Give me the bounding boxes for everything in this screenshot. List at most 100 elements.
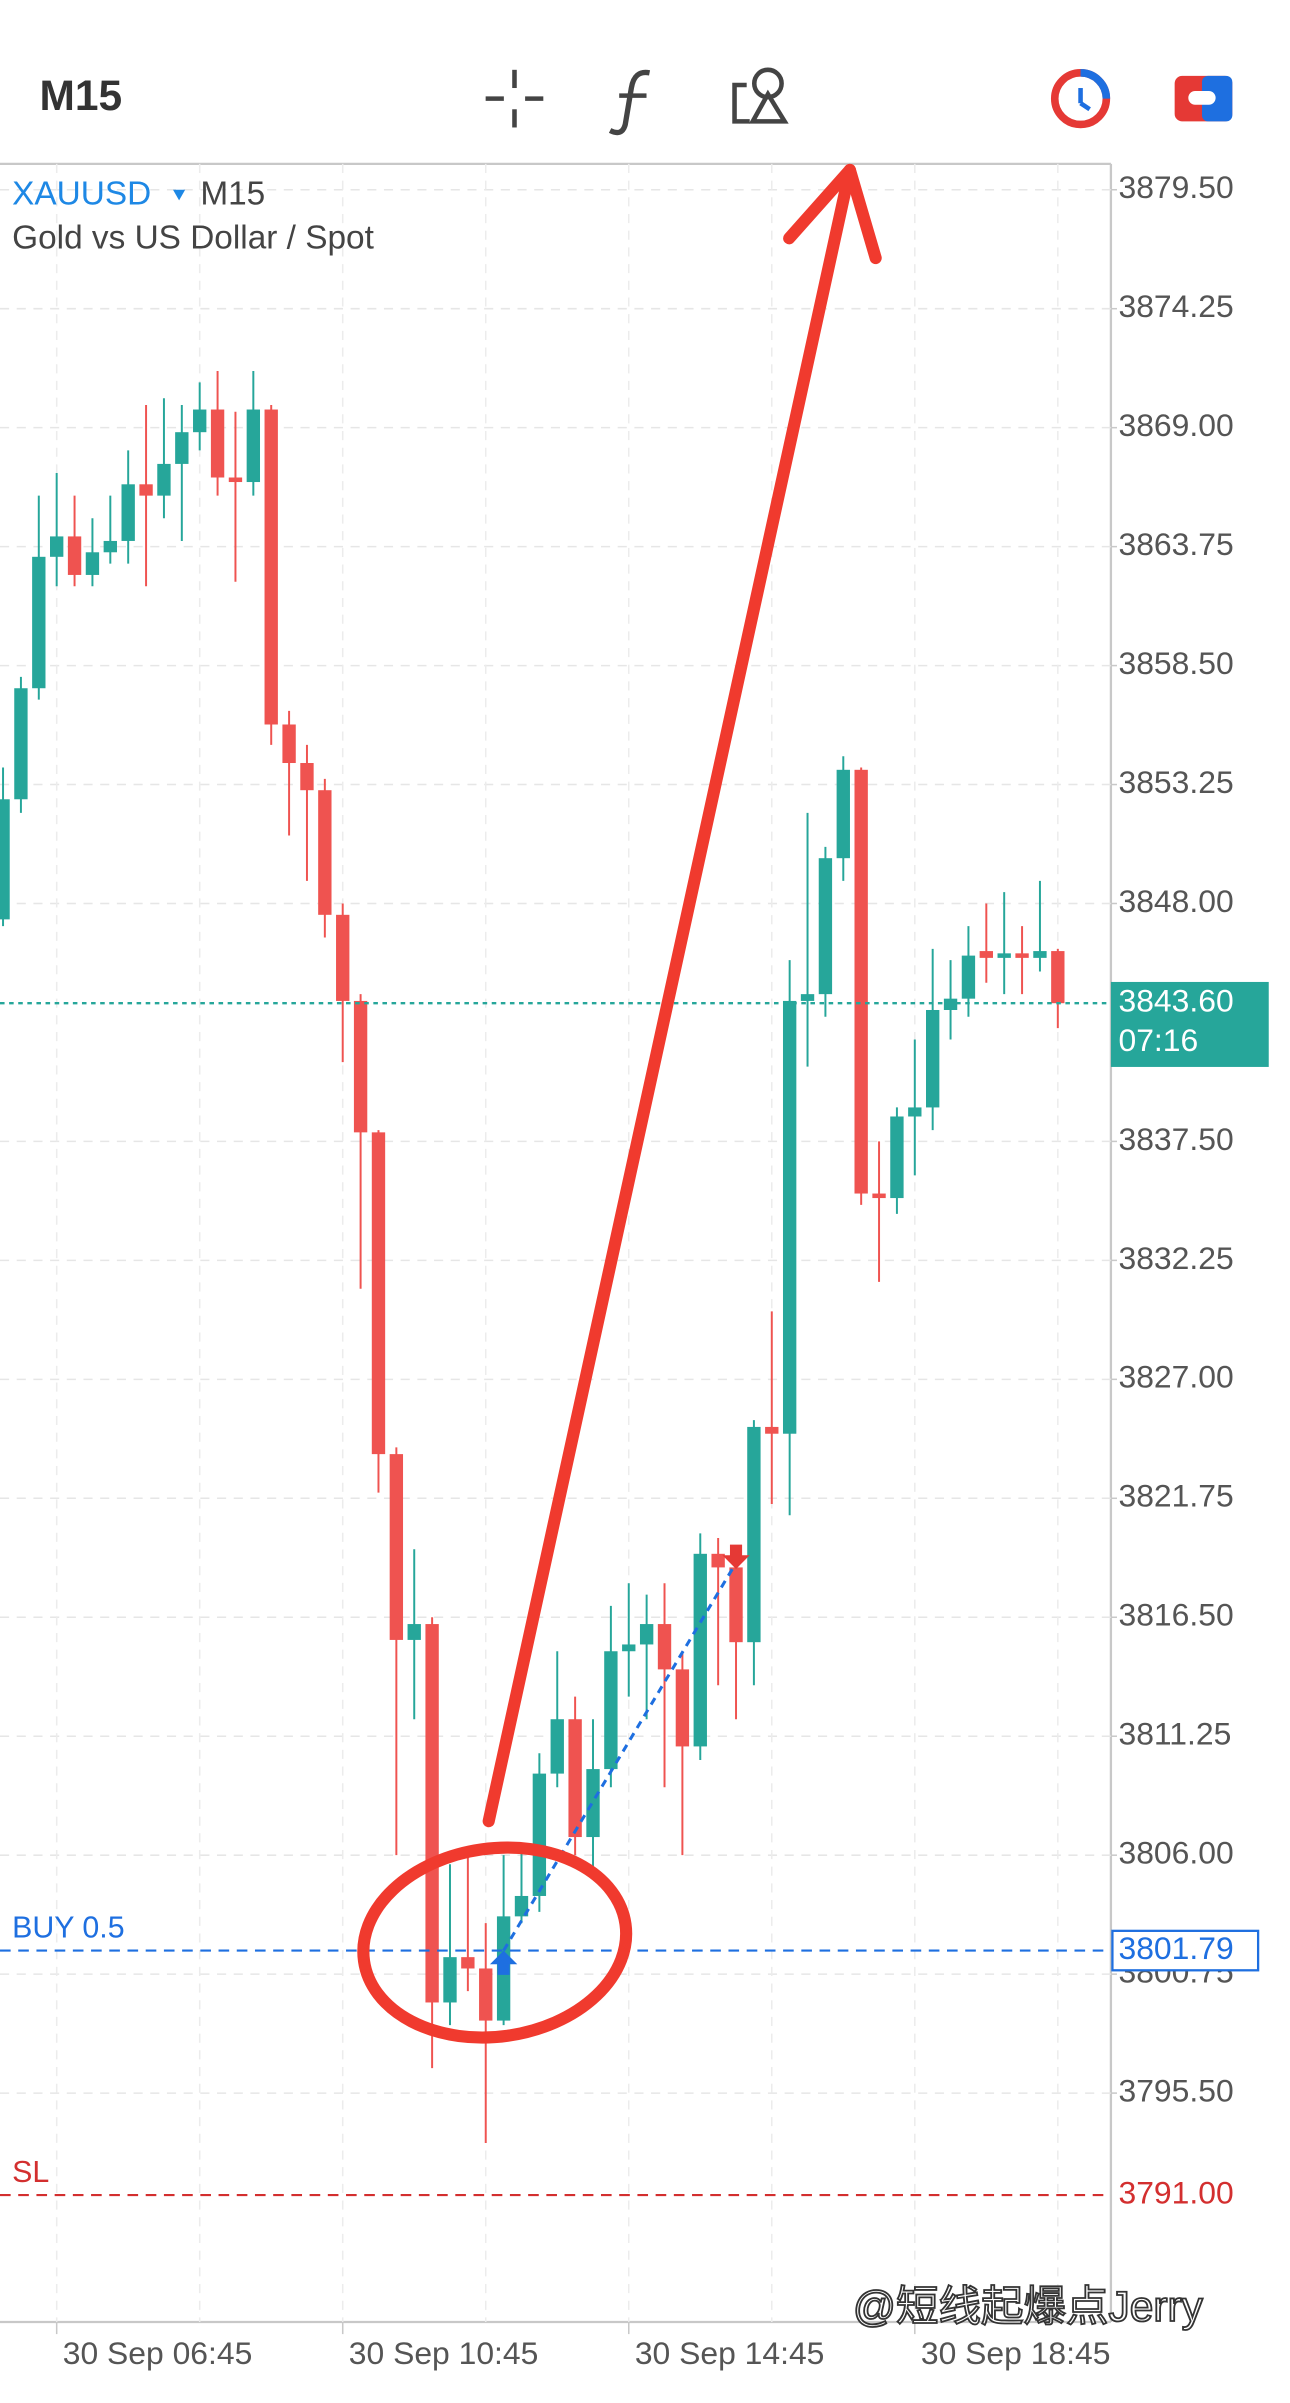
y-tick-label: 3821.75 (1118, 1478, 1233, 1514)
candle-body (157, 463, 171, 496)
trade-icon[interactable] (1050, 69, 1111, 129)
symbol-description: Gold vs US Dollar / Spot (12, 220, 374, 257)
candle-body (854, 769, 868, 1194)
candle-body (675, 1669, 690, 1747)
candle-body (336, 914, 350, 1001)
candle-body (604, 1651, 618, 1770)
candle-body (479, 1968, 493, 2021)
candle-body (711, 1553, 725, 1568)
y-tick-label: 3863.75 (1118, 526, 1233, 562)
candle-body (836, 769, 850, 859)
x-tick-label: 30 Sep 10:45 (349, 2335, 539, 2371)
candle-body (890, 1116, 904, 1199)
annotation-arrow (482, 163, 856, 1828)
entry-marker (489, 1950, 518, 1975)
y-tick-label: 3858.50 (1118, 645, 1233, 681)
candle-body (639, 1624, 654, 1645)
candle-body (210, 409, 225, 478)
candle-body (300, 763, 314, 791)
candle-body (657, 1624, 672, 1670)
candle-body (1033, 951, 1047, 958)
candle-body (389, 1454, 404, 1640)
candle-body (443, 1957, 457, 2003)
candle-body (139, 484, 153, 496)
candle-body (461, 1957, 475, 1969)
candle-body (729, 1567, 743, 1643)
price-line-label: 3791.00 (1118, 2174, 1233, 2210)
watermark: @短线起爆点Jerry (853, 2284, 1204, 2331)
candle-body (246, 409, 261, 483)
y-tick-label: 3816.50 (1118, 1597, 1233, 1633)
candle-body (282, 724, 296, 764)
candle-body (926, 1009, 940, 1108)
y-tick-label: 3832.25 (1118, 1240, 1233, 1276)
current-price-box (1110, 981, 1269, 1067)
current-price-label: 3843.60 (1118, 983, 1233, 1019)
grid: 3879.50 3874.25 3869.00 3863.75 3858.50 3853.… (0, 163, 1234, 2371)
candle-body (67, 536, 82, 575)
y-tick-label: 3837.50 (1118, 1121, 1233, 1157)
indicator-icon[interactable] (608, 69, 651, 136)
candle-body (800, 994, 815, 1001)
candle-body (1051, 951, 1065, 1004)
account-icon[interactable] (1174, 75, 1233, 122)
candle-body (0, 799, 10, 920)
candle-body (121, 484, 135, 541)
symbol[interactable]: XAUUSD (12, 176, 151, 213)
candle-body (371, 1132, 386, 1455)
candle-body (264, 409, 278, 725)
y-tick-label: 3811.25 (1118, 1716, 1231, 1752)
symbol-dropdown[interactable] (173, 189, 186, 201)
candle-body (961, 955, 976, 999)
candle-body (818, 858, 833, 995)
candle-body (532, 1773, 547, 1896)
candle-body (193, 409, 207, 433)
annotation-circle (357, 1841, 633, 2044)
price-line-name: BUY 0.5 (12, 1911, 124, 1944)
toolbar: M15 (39, 67, 1233, 136)
y-tick-label: 3848.00 (1118, 883, 1233, 919)
y-tick-label: 3795.50 (1118, 2073, 1233, 2109)
candle-body (1015, 953, 1029, 958)
candle-body (765, 1426, 779, 1434)
price-line-box (1112, 2175, 1259, 2215)
candle-body (14, 688, 28, 800)
objects-icon[interactable] (732, 67, 789, 124)
candle-body (514, 1895, 529, 1917)
trade-line (502, 1562, 738, 1952)
candle-body (318, 790, 332, 915)
candle-body (407, 1624, 421, 1640)
symbol-header: XAUUSD M15 Gold vs US Dollar / Spot (12, 176, 374, 257)
x-tick-label: 30 Sep 18:45 (921, 2335, 1111, 2371)
y-tick-label: 3874.25 (1118, 288, 1233, 324)
candle-body (979, 951, 993, 958)
y-tick-label: 3879.50 (1118, 169, 1233, 205)
price-line-label: 3801.79 (1118, 1930, 1233, 1966)
candle-body (747, 1426, 761, 1643)
candle-body (228, 477, 243, 483)
timeframe-button[interactable]: M15 (39, 73, 122, 120)
candle-body (908, 1107, 922, 1117)
annotation-arrowhead (783, 163, 882, 265)
header-timeframe: M15 (200, 176, 265, 213)
candle-body (175, 432, 189, 464)
candle-body (50, 536, 64, 557)
bar-countdown: 07:16 (1118, 1022, 1198, 1058)
price-line-name: SL (12, 2156, 49, 2189)
price-line-box (1111, 1929, 1260, 1972)
y-tick-label: 3853.25 (1118, 764, 1233, 800)
y-tick-label: 3869.00 (1118, 407, 1233, 443)
candle-body (693, 1553, 707, 1747)
candle-body (997, 953, 1011, 958)
x-tick-label: 30 Sep 14:45 (635, 2335, 825, 2371)
hand-annotation (357, 163, 882, 2044)
crosshair-icon[interactable] (485, 69, 544, 128)
y-tick-label: 3827.00 (1118, 1359, 1233, 1395)
candle-body (622, 1644, 636, 1652)
candle-body (32, 556, 46, 689)
candle-body (782, 1000, 797, 1434)
exit-marker (722, 1544, 750, 1569)
